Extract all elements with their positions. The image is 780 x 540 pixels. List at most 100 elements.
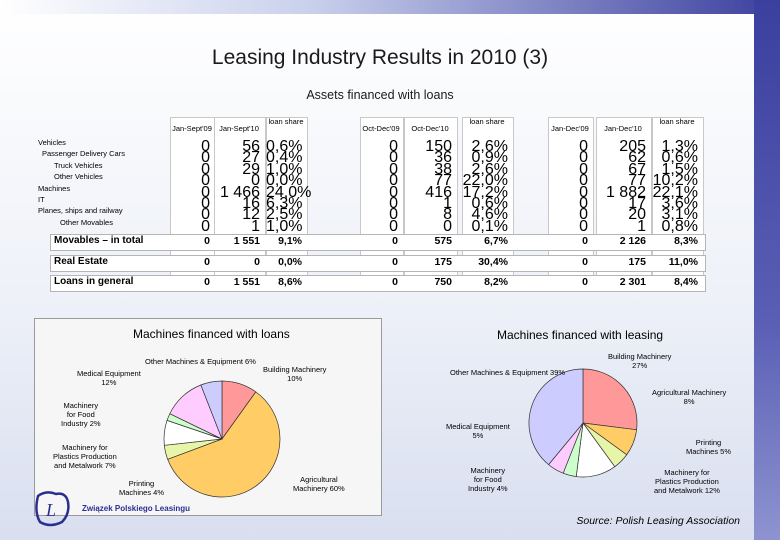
total-cell: 575 [434, 235, 452, 247]
total-row: Real Estate 0 0 0,0% 0 175 30,4% 0 175 11,0% [0, 255, 720, 272]
table-cell: 8 [443, 206, 452, 224]
table-cell: 0,6% [266, 138, 303, 155]
table-cell: 36 [434, 149, 452, 167]
table-cell: 0,6% [661, 149, 698, 167]
total-cell: 30,4% [478, 256, 508, 268]
total-cell: 175 [434, 256, 452, 268]
table-cell: 1,5% [661, 160, 698, 178]
total-cell: 2 301 [619, 276, 646, 288]
total-label: Real Estate [54, 256, 108, 267]
label-other: Other Machines & Equipment 39% [450, 368, 566, 377]
label-plastics: Machinery for Plastics Production and Meta… [654, 468, 720, 495]
total-cell: 1 551 [233, 235, 260, 247]
table-cell: 0 [579, 149, 588, 167]
total-cell: 0 [204, 235, 210, 247]
label-medical: Medical Equipment 12% [77, 369, 141, 387]
total-cell: 8,3% [674, 235, 698, 247]
table-cell: 0 [579, 183, 588, 201]
logo-text: Związek Polskiego Leasingu [82, 504, 191, 513]
label-printing: Printing Machines 5% [686, 438, 732, 456]
total-cell: 0 [392, 235, 398, 247]
table-cell: 6,3% [266, 195, 303, 212]
column-header: Jan-Sept'09 [172, 124, 212, 133]
column-header: loan share [659, 117, 695, 126]
table-cell: 0 [201, 183, 210, 201]
table-cell: 0 [201, 217, 210, 235]
zpl-logo: L Związek Polskiego Leasingu [32, 488, 232, 528]
table-cell: 12 [242, 206, 260, 224]
pie-slice [528, 368, 584, 466]
label-agri: Agricultural Machinery 60% [293, 475, 345, 493]
table-cell: 27 [242, 149, 260, 167]
leasing-pie [528, 368, 638, 478]
total-label: Loans in general [54, 276, 134, 287]
zpl-logo-icon: L [35, 491, 70, 527]
total-cell: 8,2% [484, 276, 508, 288]
table-cell: 0 [201, 138, 210, 155]
table-cell: 0 [579, 217, 588, 235]
table-cell: 22,0% [462, 172, 508, 190]
total-cell: 0 [582, 256, 588, 268]
table-cell: 2,6% [471, 160, 508, 178]
table-cell: 416 [425, 183, 452, 201]
label-plastics: Machinery for Plastics Production and Meta… [53, 443, 117, 470]
total-label: Movables – in total [54, 235, 144, 246]
leasing-pie-panel: Machines financed with leasing Building … [440, 318, 740, 514]
total-cell: 8,6% [278, 276, 302, 288]
total-cell: 8,4% [674, 276, 698, 288]
label-food: Machinery for Food Industry 2% [61, 401, 101, 428]
total-cell: 0 [204, 256, 210, 268]
pie-slice [167, 391, 281, 498]
svg-text:L: L [45, 500, 56, 520]
table-cell: 67 [628, 160, 646, 178]
table-cell: 0 [251, 172, 260, 190]
total-cell: 750 [434, 276, 452, 288]
table-cell: 0 [389, 195, 398, 212]
table-cell: 29 [242, 160, 260, 178]
table-cell: 1 882 [605, 183, 646, 201]
table-cell: 0 [201, 206, 210, 224]
column-header: Oct-Dec'10 [411, 124, 449, 133]
row-label: Planes, ships and railway [38, 206, 123, 216]
table-cell: 1 [637, 217, 646, 235]
table-cell: 16 [242, 195, 260, 212]
total-cell: 0,0% [278, 256, 302, 268]
table-cell: 0 [579, 206, 588, 224]
right-decor-bar [754, 0, 780, 540]
table-cell: 0 [389, 172, 398, 190]
table-cell: 10,2% [652, 172, 698, 190]
table-cell: 205 [619, 138, 646, 155]
row-label: Machines [38, 183, 71, 193]
pie-slice [582, 368, 638, 431]
total-row: Loans in general 0 1 551 8,6% 0 750 8,2% 0 2 301… [0, 275, 720, 292]
table-cell: 0,6% [471, 195, 508, 212]
row-box [50, 275, 706, 292]
table-cell: 3,1% [661, 206, 698, 224]
total-cell: 9,1% [278, 235, 302, 247]
total-cell: 2 126 [619, 235, 646, 247]
label-medical: Medical Equipment 5% [446, 422, 510, 440]
column-header: Jan-Sept'10 [219, 124, 259, 133]
label-building: Building Machinery 27% [608, 352, 672, 370]
column-header: loan share [469, 117, 505, 126]
table-cell: 0,0% [266, 172, 303, 190]
table-cell: 0 [579, 172, 588, 190]
label-agri: Agricultural Machinery 8% [652, 388, 727, 406]
table-cell: 62 [628, 149, 646, 167]
row-label: Other Movables [60, 217, 113, 227]
table-cell: 17,2% [462, 183, 508, 201]
label-printing: Printing Machines 4% [119, 479, 165, 497]
row-box [50, 255, 706, 272]
table-cell: 17 [628, 195, 646, 212]
loans-pie-panel: Machines financed with loans Other Machi… [34, 318, 382, 516]
total-cell: 1 551 [233, 276, 260, 288]
column-header: loan share [268, 117, 304, 126]
table-cell: 0 [389, 138, 398, 155]
top-decor-bar [0, 0, 780, 14]
table-cell: 0 [201, 149, 210, 167]
leasing-pie-title: Machines financed with leasing [497, 328, 664, 342]
row-box [50, 234, 706, 251]
table-cell: 0 [201, 172, 210, 190]
slide-title: Leasing Industry Results in 2010 (3) [211, 46, 549, 69]
table-cell: 0 [389, 183, 398, 201]
